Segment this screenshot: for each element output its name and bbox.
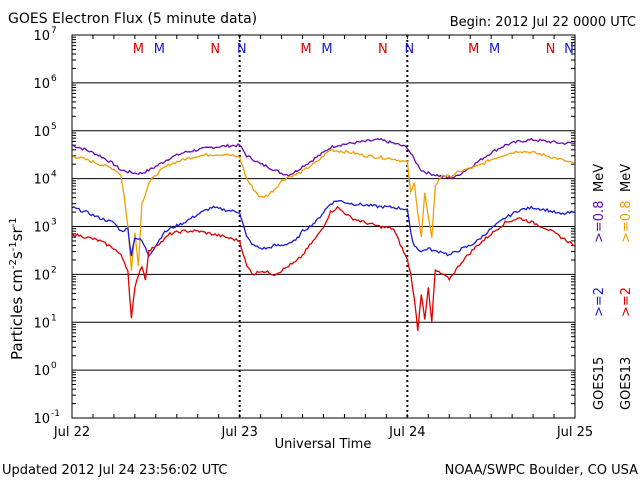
series-line-goes13-0-8-mev bbox=[71, 148, 576, 271]
y-tick-exponent: 4 bbox=[51, 170, 57, 180]
plot-frame bbox=[71, 34, 576, 419]
series-line-goes13-2-mev bbox=[71, 205, 575, 332]
y-tick-exponent: -1 bbox=[51, 409, 60, 419]
series-line-goes15-0-8-mev bbox=[71, 137, 576, 180]
mn-marker: N bbox=[546, 42, 556, 57]
mn-marker: M bbox=[321, 42, 332, 57]
y-tick-exponent: 1 bbox=[51, 313, 57, 323]
mn-marker: M bbox=[154, 42, 165, 57]
x-tick-labels: Jul 22 Jul 23 Jul 24 Jul 25 bbox=[53, 425, 593, 440]
legend-goes13: GOES13 bbox=[619, 357, 634, 410]
x-tick-label: Jul 22 bbox=[53, 425, 90, 440]
y-tick-exponent: 3 bbox=[51, 218, 57, 228]
y-tick-label: 10 bbox=[33, 412, 50, 427]
ylabel-exp2: -1 bbox=[8, 241, 19, 251]
legend: GOES15 GOES13 >=2 >=2 >=0.8 >=0.8 MeV Me… bbox=[592, 164, 634, 410]
legend-goes15-2mev: >=2 bbox=[592, 287, 607, 317]
mn-marker: N bbox=[378, 42, 388, 57]
ylabel-mid2: sr bbox=[8, 227, 26, 242]
y-tick-exponent: 7 bbox=[51, 26, 57, 36]
ylabel-exp1: -2 bbox=[8, 259, 19, 269]
begin-label: Begin: 2012 Jul 22 0000 UTC bbox=[450, 15, 636, 30]
x-tick-label: Jul 23 bbox=[220, 425, 257, 440]
ylabel-mid1: s bbox=[8, 251, 26, 259]
legend-mev-2: MeV bbox=[619, 164, 634, 192]
mn-marker: M bbox=[489, 42, 500, 57]
credit-label: NOAA/SWPC Boulder, CO USA bbox=[445, 463, 638, 478]
y-tick-label: 10 bbox=[33, 364, 50, 379]
updated-timestamp: Updated 2012 Jul 24 23:56:02 UTC bbox=[2, 463, 227, 478]
chart-title: GOES Electron Flux (5 minute data) bbox=[8, 11, 257, 27]
mn-marker: M bbox=[468, 42, 479, 57]
mn-marker: N bbox=[210, 42, 220, 57]
series-group bbox=[71, 137, 576, 332]
y-tick-label: 10 bbox=[33, 221, 50, 236]
mn-marker: N bbox=[237, 42, 247, 57]
y-tick-label: 10 bbox=[33, 173, 50, 188]
y-tick-label: 10 bbox=[33, 316, 50, 331]
mn-marker: M bbox=[300, 42, 311, 57]
y-tick-exponent: 0 bbox=[51, 361, 57, 371]
y-tick-label: 10 bbox=[33, 268, 50, 283]
legend-goes13-2mev: >=2 bbox=[619, 287, 634, 317]
legend-goes13-08mev: >=0.8 bbox=[619, 201, 634, 243]
x-tick-label: Jul 25 bbox=[556, 425, 593, 440]
y-tick-label: 10 bbox=[33, 77, 50, 92]
legend-goes15-08mev: >=0.8 bbox=[592, 201, 607, 243]
legend-goes15: GOES15 bbox=[592, 357, 607, 410]
y-tick-label: 10 bbox=[33, 29, 50, 44]
legend-mev-1: MeV bbox=[592, 164, 607, 192]
x-axis-label: Universal Time bbox=[275, 437, 372, 452]
y-tick-label: 10 bbox=[33, 125, 50, 140]
y-tick-exponent: 5 bbox=[51, 122, 57, 132]
y-axis-label: Particles cm-2s-1sr-1 bbox=[8, 217, 26, 360]
x-tick-label: Jul 24 bbox=[388, 425, 425, 440]
mn-marker: N bbox=[564, 42, 574, 57]
ylabel-exp3: -1 bbox=[8, 217, 19, 227]
y-tick-exponent: 2 bbox=[51, 265, 57, 275]
mn-marker: M bbox=[133, 42, 144, 57]
mn-marker: N bbox=[405, 42, 415, 57]
y-tick-exponent: 6 bbox=[51, 74, 57, 84]
ylabel-base: Particles cm bbox=[8, 269, 26, 360]
